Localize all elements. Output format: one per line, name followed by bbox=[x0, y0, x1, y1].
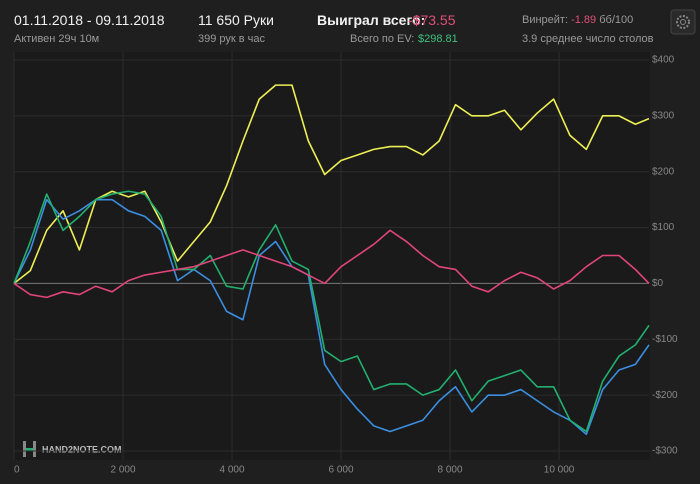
y-tick-label: $100 bbox=[652, 222, 675, 233]
x-tick-label: 8 000 bbox=[438, 465, 463, 476]
y-tick-label: $200 bbox=[652, 166, 675, 177]
series-line bbox=[13, 198, 650, 436]
won-value: -$73.55 bbox=[408, 12, 456, 28]
tables: 3.9 среднее число столов bbox=[522, 33, 654, 45]
winrate-value: -1.89 bbox=[571, 14, 597, 26]
series-line bbox=[13, 190, 650, 433]
settings-button[interactable] bbox=[670, 9, 696, 35]
y-tick-label: -$300 bbox=[652, 446, 678, 457]
y-tick-label: $300 bbox=[652, 110, 675, 121]
winrate: Винрейт: -1.89 бб/100 bbox=[522, 14, 633, 26]
x-tick-label: 0 bbox=[14, 465, 20, 476]
winrate-unit: бб/100 bbox=[599, 14, 634, 26]
series-line bbox=[13, 229, 650, 299]
x-tick-label: 6 000 bbox=[329, 465, 354, 476]
hands: 11 650 Руки bbox=[198, 12, 274, 28]
series-line bbox=[13, 84, 650, 285]
y-tick-label: $0 bbox=[652, 278, 664, 289]
hands-rate: 399 рук в час bbox=[198, 33, 266, 45]
winrate-label: Винрейт: bbox=[522, 14, 569, 26]
logo-icon bbox=[23, 441, 36, 457]
x-tick-label: 2 000 bbox=[110, 465, 135, 476]
x-tick-label: 10 000 bbox=[544, 465, 575, 476]
y-tick-label: -$200 bbox=[652, 390, 678, 401]
logo: HAND2NOTE.COM bbox=[42, 444, 122, 454]
dates: 01.11.2018 - 09.11.2018 bbox=[14, 12, 165, 28]
y-tick-label: -$100 bbox=[652, 334, 678, 345]
plot-area bbox=[14, 52, 650, 460]
ev-value: $298.81 bbox=[418, 33, 458, 45]
active-time: Активен 29ч 10м bbox=[14, 33, 100, 45]
won-label: Выиграл всего: bbox=[317, 12, 426, 28]
y-tick-label: $400 bbox=[652, 55, 675, 66]
x-tick-label: 4 000 bbox=[220, 465, 245, 476]
ev-label: Всего по EV: bbox=[350, 33, 415, 45]
